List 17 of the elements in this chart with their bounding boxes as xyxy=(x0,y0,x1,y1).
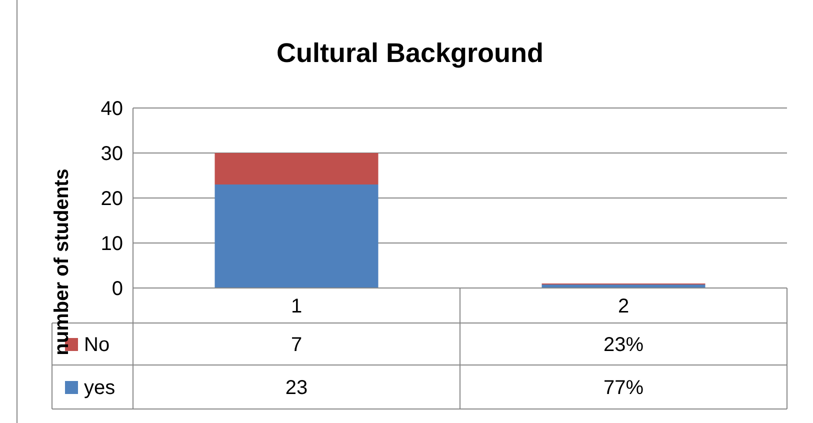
bar xyxy=(214,153,378,184)
legend-label: yes xyxy=(84,377,116,399)
x-tick-label: 1 xyxy=(290,296,302,318)
y-tick-label: 10 xyxy=(100,233,123,255)
chart-title: Cultural Background xyxy=(276,38,544,68)
bar xyxy=(214,184,378,288)
data-label: 23 xyxy=(285,377,308,399)
data-label: 7 xyxy=(290,334,302,356)
y-tick-label: 30 xyxy=(100,143,123,165)
y-tick-label: 0 xyxy=(112,278,123,300)
y-tick-label: 40 xyxy=(100,98,123,120)
y-axis-title: number of students xyxy=(51,168,73,356)
data-label: 23% xyxy=(603,334,644,356)
data-label: 77% xyxy=(603,377,644,399)
legend-label: No xyxy=(84,334,110,356)
x-tick-label: 2 xyxy=(618,296,630,318)
y-tick-label: 20 xyxy=(100,188,123,210)
